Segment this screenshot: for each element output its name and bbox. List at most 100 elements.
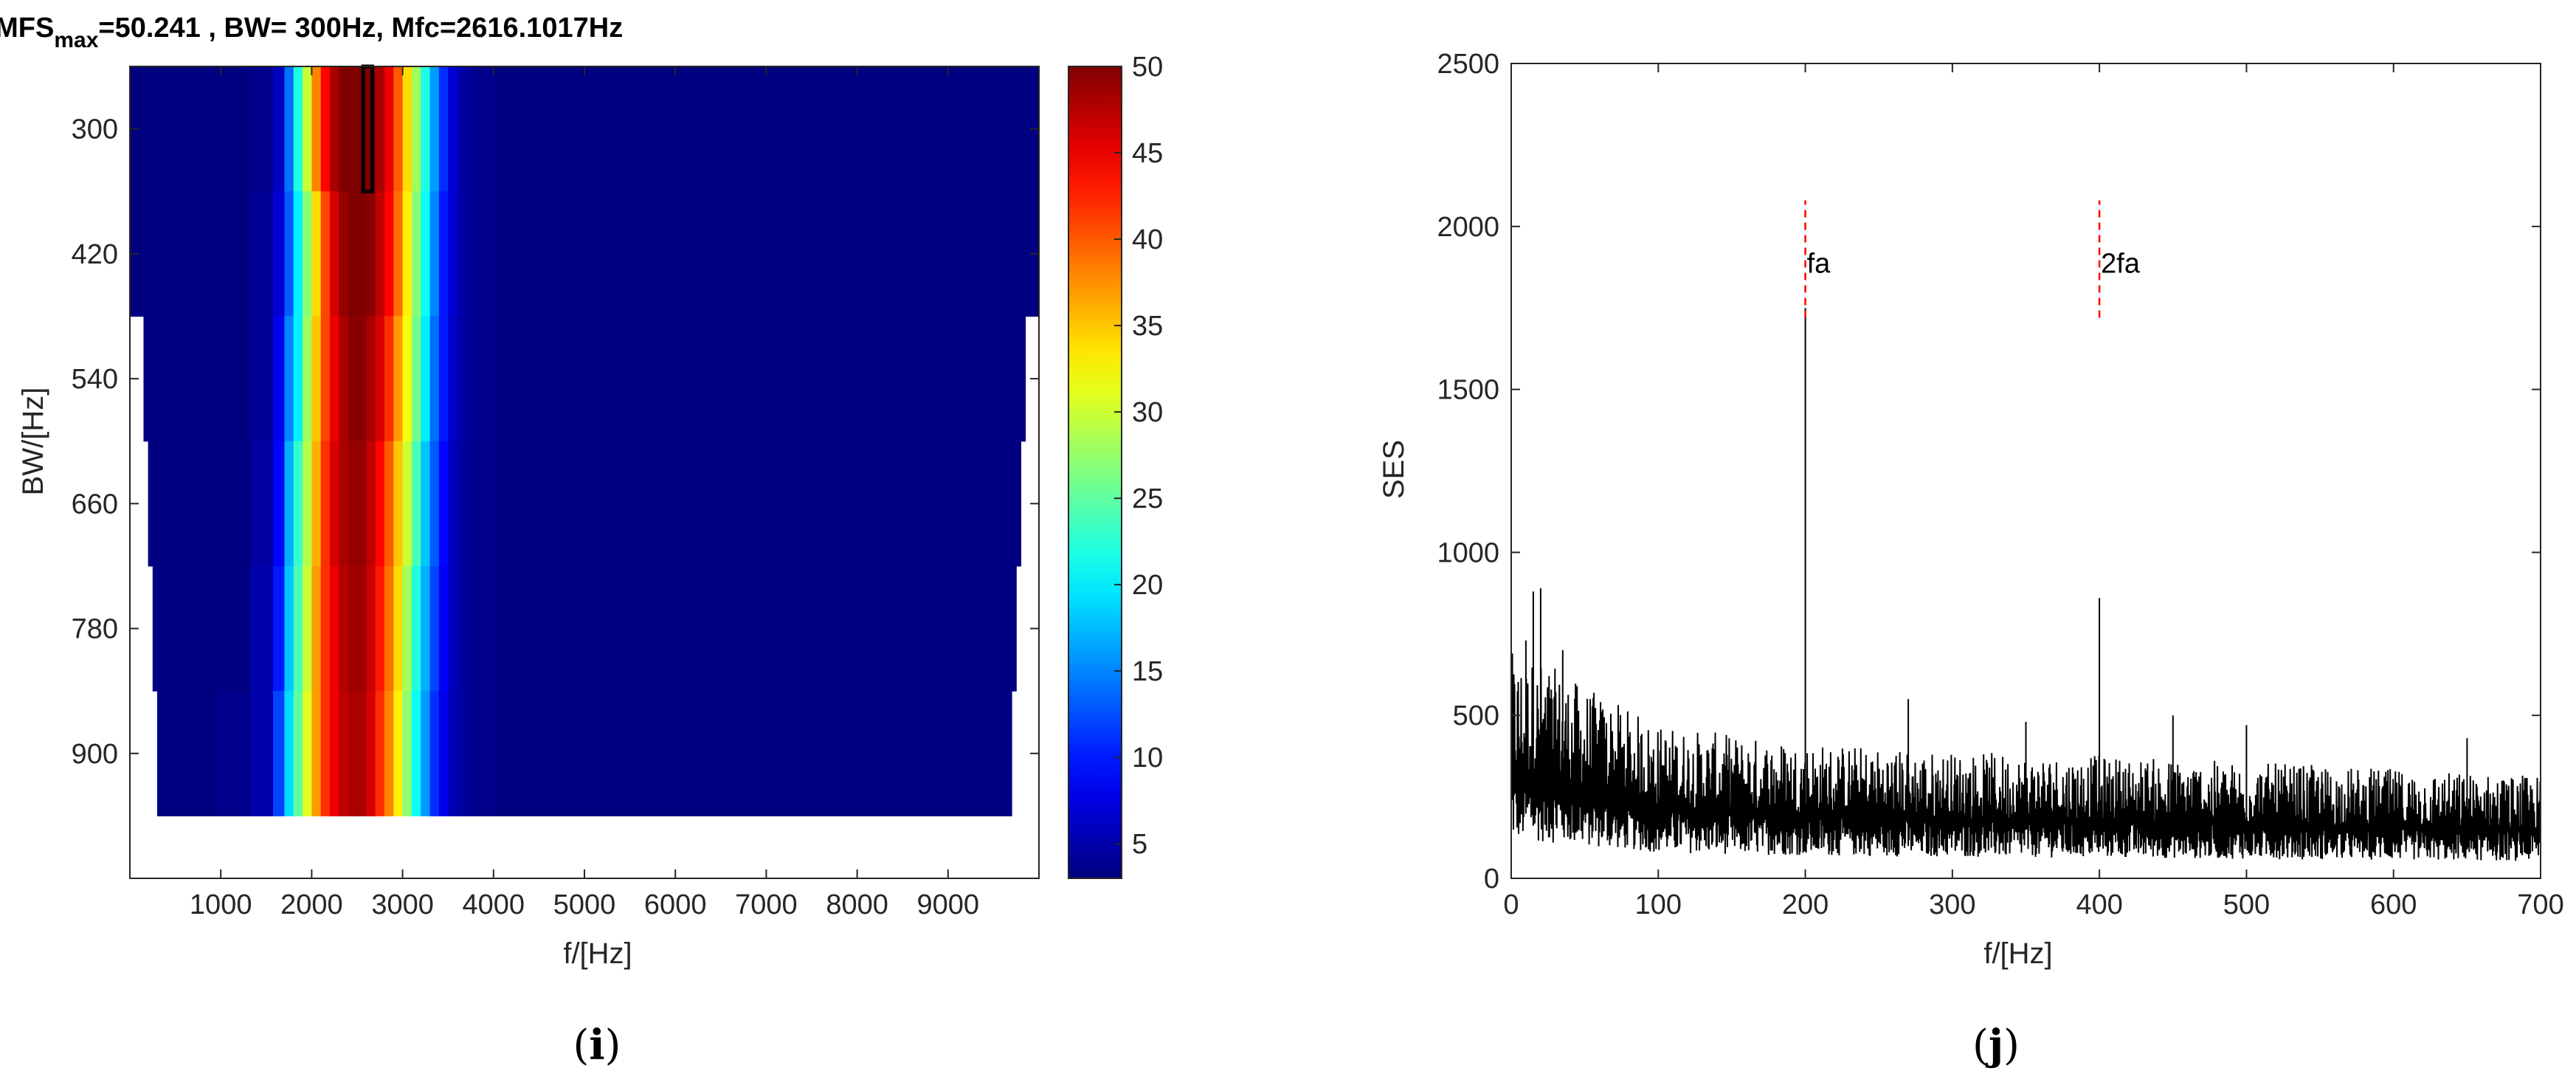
heatmap-cell xyxy=(438,316,449,442)
colorbar-tick-label: 25 xyxy=(1132,483,1163,514)
heatmap-cell xyxy=(216,441,251,567)
ses-x-tick-label: 100 xyxy=(1635,889,1682,920)
ses-y-tick-label: 0 xyxy=(1484,864,1499,895)
heatmap-cell xyxy=(348,441,358,567)
heatmap-y-tick-label: 420 xyxy=(72,239,118,270)
colorbar-tick-label: 20 xyxy=(1132,570,1163,601)
heatmap-cell xyxy=(438,441,449,567)
heatmap-cell xyxy=(284,691,294,816)
heatmap-cell xyxy=(320,316,331,442)
heatmap-cell xyxy=(303,565,312,692)
heatmap-cell xyxy=(384,691,394,816)
heatmap-cell xyxy=(457,441,467,567)
heatmap-cell xyxy=(698,191,858,317)
heatmap-cell xyxy=(366,441,376,567)
heatmap-cell xyxy=(311,691,322,816)
heatmap-cell xyxy=(320,191,331,317)
colorbar-tick-label: 45 xyxy=(1132,138,1163,169)
heatmap-x-tick-label: 5000 xyxy=(553,889,616,920)
ses-x-tick-label: 300 xyxy=(1929,889,1975,920)
ses-y-tick-label: 2500 xyxy=(1437,49,1499,80)
heatmap-cell xyxy=(375,565,385,692)
heatmap-x-tick-label: 1000 xyxy=(190,889,252,920)
heatmap-cell xyxy=(495,565,535,692)
heatmap-y-tick-label: 780 xyxy=(72,614,118,645)
heatmap-cell xyxy=(175,565,217,692)
heatmap-cell xyxy=(448,191,458,317)
heatmap-cell xyxy=(348,565,358,692)
heatmap-cell xyxy=(429,441,440,567)
heatmap-cell xyxy=(857,691,1012,816)
heatmap-cell xyxy=(393,66,404,192)
panel-label-j: (j) xyxy=(1972,1021,2020,1070)
heatmap-cell xyxy=(421,441,431,567)
colorbar-tick-label: 5 xyxy=(1132,829,1147,860)
heatmap-cell xyxy=(534,191,594,317)
heatmap-cell xyxy=(273,191,286,317)
heatmap-cell xyxy=(457,565,467,692)
heatmap-y-ticks: 300 420 540 660 780 900 xyxy=(72,114,1039,770)
heatmap-cell xyxy=(375,66,385,192)
heatmap-cell xyxy=(375,441,385,567)
heatmap-x-ticks: 1000 2000 3000 4000 5000 6000 7000 8000 9000 xyxy=(190,66,979,920)
heatmap-cell xyxy=(366,316,376,442)
heatmap-cell xyxy=(593,191,699,317)
heatmap-cell xyxy=(216,191,251,317)
heatmap-cell xyxy=(273,441,286,567)
ses-y-ticks: 0 500 1000 1500 2000 2500 xyxy=(1437,49,2541,895)
heatmap-title-part2: =50.241 , BW= 300Hz, Mfc=2616.1017Hz xyxy=(98,13,623,44)
heatmap-cell xyxy=(366,565,376,692)
heatmap-cell xyxy=(293,316,303,442)
heatmap-cell xyxy=(250,565,274,692)
heatmap-cell xyxy=(402,691,412,816)
heatmap-cell xyxy=(384,66,394,192)
ses-y-tick-label: 1500 xyxy=(1437,375,1499,406)
heatmap-cell xyxy=(175,66,217,192)
heatmap-cell xyxy=(250,691,274,816)
heatmap-cell xyxy=(384,191,394,317)
heatmap-cell xyxy=(466,441,476,567)
heatmap-cell xyxy=(366,191,376,317)
heatmap-x-label: f/[Hz] xyxy=(563,937,632,970)
heatmap-cell xyxy=(421,316,431,442)
heatmap-cell xyxy=(320,691,331,816)
ses-x-label: f/[Hz] xyxy=(1983,937,2052,970)
heatmap-cell xyxy=(495,316,535,442)
heatmap-cell xyxy=(495,191,535,317)
heatmap-cell xyxy=(698,316,858,442)
heatmap-cell xyxy=(698,441,858,567)
heatmap-cell xyxy=(320,66,331,192)
heatmap-cell xyxy=(475,691,497,816)
heatmap-cell xyxy=(411,66,421,192)
heatmap-cell xyxy=(857,66,1040,192)
heatmap-cell xyxy=(411,316,421,442)
heatmap-y-tick-label: 300 xyxy=(72,114,118,145)
heatmap-cell xyxy=(466,191,476,317)
heatmap-cell xyxy=(593,691,699,816)
heatmap-cell xyxy=(311,316,322,442)
heatmap-cell xyxy=(457,691,467,816)
heatmap-cell xyxy=(216,66,251,192)
heatmap-cell xyxy=(311,66,322,192)
heatmap-cell xyxy=(375,191,385,317)
heatmap-cell xyxy=(857,316,1026,442)
heatmap-cell xyxy=(303,441,312,567)
heatmap-cell xyxy=(348,66,358,192)
heatmap-title: PMFSmax=50.241 , BW= 300Hz, Mfc=2616.101… xyxy=(0,13,623,52)
heatmap-cell xyxy=(438,691,449,816)
heatmap-cell xyxy=(250,66,274,192)
heatmap-cell xyxy=(698,691,858,816)
ses-y-label: SES xyxy=(1378,440,1410,499)
heatmap-cell xyxy=(534,316,594,442)
heatmap-cell xyxy=(421,565,431,692)
heatmap-cell xyxy=(466,66,476,192)
heatmap-x-tick-label: 8000 xyxy=(826,889,888,920)
heatmap-cell xyxy=(348,691,358,816)
colorbar-tick-label: 35 xyxy=(1132,311,1163,342)
heatmap-cell xyxy=(357,441,367,567)
ses-annotations: fa 2fa xyxy=(1804,200,2141,318)
heatmap-cell xyxy=(698,565,858,692)
heatmap-cell xyxy=(348,191,358,317)
heatmap-cell xyxy=(339,441,349,567)
